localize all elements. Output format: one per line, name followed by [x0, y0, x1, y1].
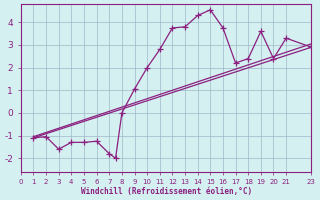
X-axis label: Windchill (Refroidissement éolien,°C): Windchill (Refroidissement éolien,°C)	[81, 187, 252, 196]
